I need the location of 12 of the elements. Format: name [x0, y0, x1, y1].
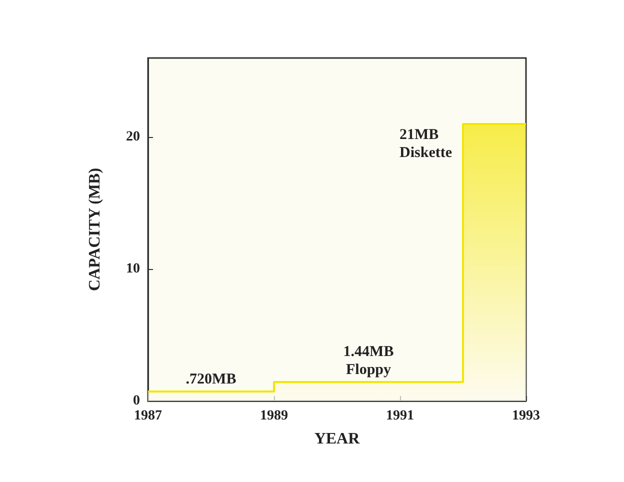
- y-axis-title: CAPACITY (MB): [86, 168, 104, 292]
- annotation: .720MB: [186, 372, 236, 388]
- x-axis-title: YEAR: [314, 430, 360, 448]
- y-tick-label: 10: [126, 262, 140, 277]
- x-tick-label: 1993: [512, 408, 540, 424]
- annotation: 21MB Diskette: [400, 127, 452, 161]
- x-tick-label: 1991: [386, 408, 414, 424]
- y-tick-label: 20: [126, 130, 140, 145]
- y-tick-label: 0: [133, 394, 140, 408]
- annotation: 1.44MB Floppy: [343, 344, 394, 378]
- x-tick-label: 1989: [260, 408, 288, 424]
- x-tick-label: 1987: [134, 408, 162, 424]
